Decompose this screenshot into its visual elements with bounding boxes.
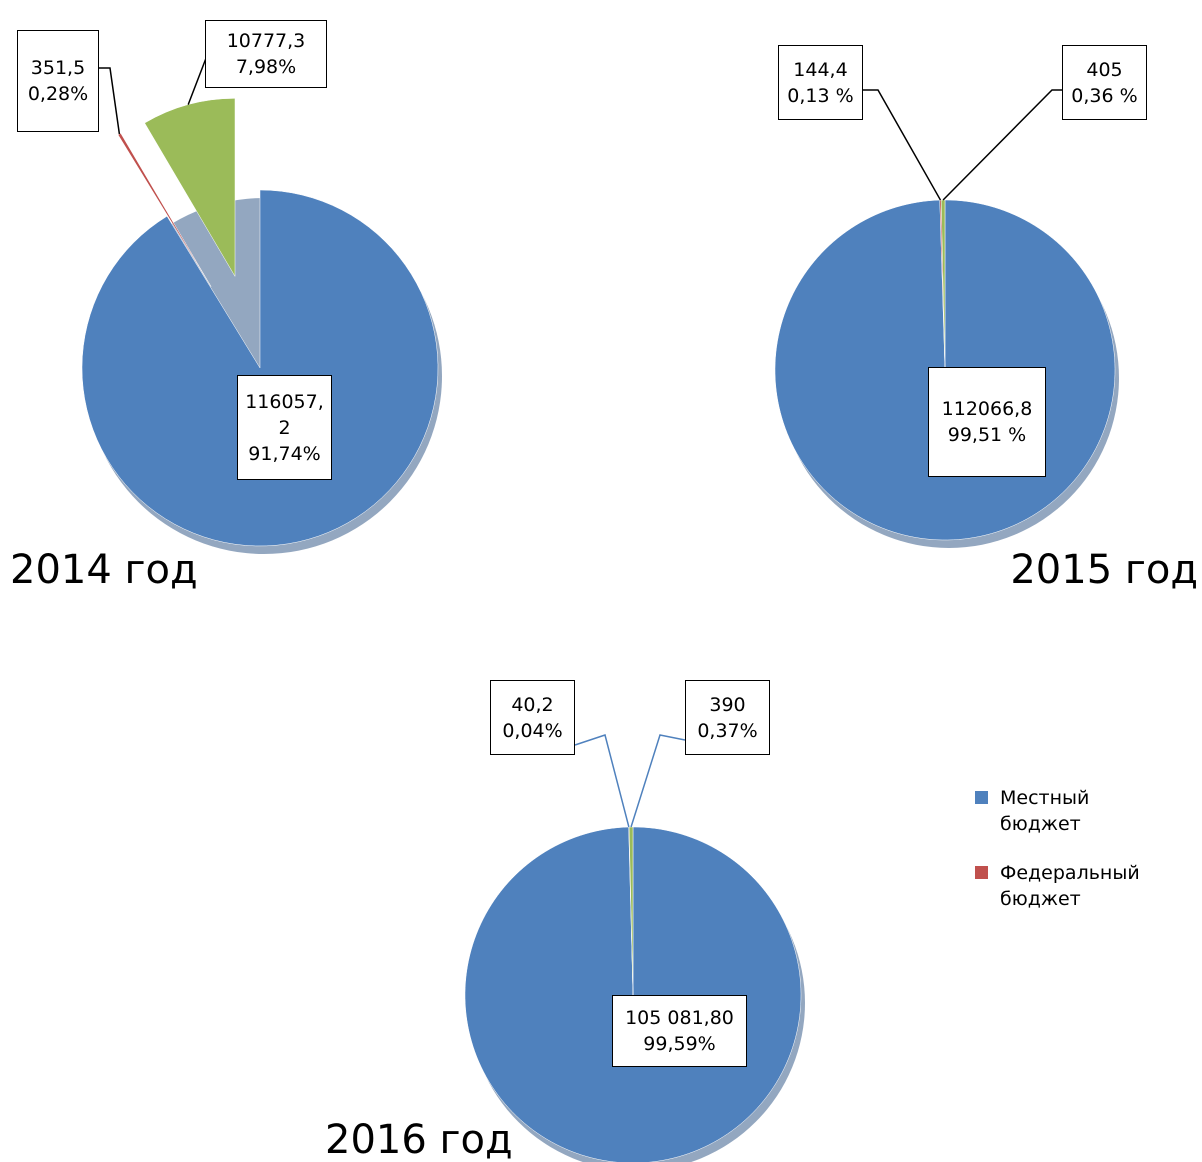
legend-item: Федеральный бюджет [975,860,1165,912]
leader-line [942,89,1062,201]
legend-swatch [975,791,988,804]
percent-label: 0,37% [697,719,758,742]
legend-label: Федеральный бюджет [1000,862,1140,910]
value-label: 10777,3 [226,30,306,52]
pie-slice [144,98,236,278]
data-label: 405 0,36 % [1062,45,1147,120]
leader-line [574,734,630,828]
legend-label: Местный бюджет [1000,787,1090,835]
data-label: 144,4 0,13 % [778,45,863,120]
value-label: 105 081,80 [625,1007,734,1029]
leader-line [863,89,942,201]
leader-line [99,67,121,135]
data-label: 10777,3 7,98% [205,20,327,88]
data-label: 390 0,37% [685,680,770,755]
legend-swatch [975,866,988,879]
percent-label: 91,74% [248,442,321,465]
leader-line [630,734,686,828]
chart-title: 2016 год [325,1117,513,1162]
percent-label: 99,59% [643,1033,716,1055]
value-label: 116057,2 [245,390,324,439]
value-label: 40,2 [511,693,554,716]
data-label: 351,5 0,28% [17,30,99,132]
value-label: 390 [709,693,746,716]
chart-title: 2014 год [10,547,198,593]
percent-label: 0,28% [27,83,89,105]
value-label: 405 [1086,58,1123,81]
chart-title: 2015 год [1010,547,1198,593]
pie-slice [81,189,439,547]
percent-label: 0,13 % [787,84,854,107]
data-label: 112066,8 99,51 % [928,367,1046,477]
legend-item: Местный бюджет [975,785,1165,837]
value-label: 351,5 [30,57,86,79]
data-label: 40,2 0,04% [490,680,575,755]
value-label: 112066,8 [941,398,1033,420]
data-label: 105 081,80 99,59% [612,995,747,1067]
percent-label: 99,51 % [947,424,1027,446]
percent-label: 0,36 % [1071,84,1138,107]
data-label: 116057,2 91,74% [237,375,332,480]
value-label: 144,4 [793,58,848,81]
percent-label: 0,04% [502,719,563,742]
percent-label: 7,98% [235,56,297,78]
